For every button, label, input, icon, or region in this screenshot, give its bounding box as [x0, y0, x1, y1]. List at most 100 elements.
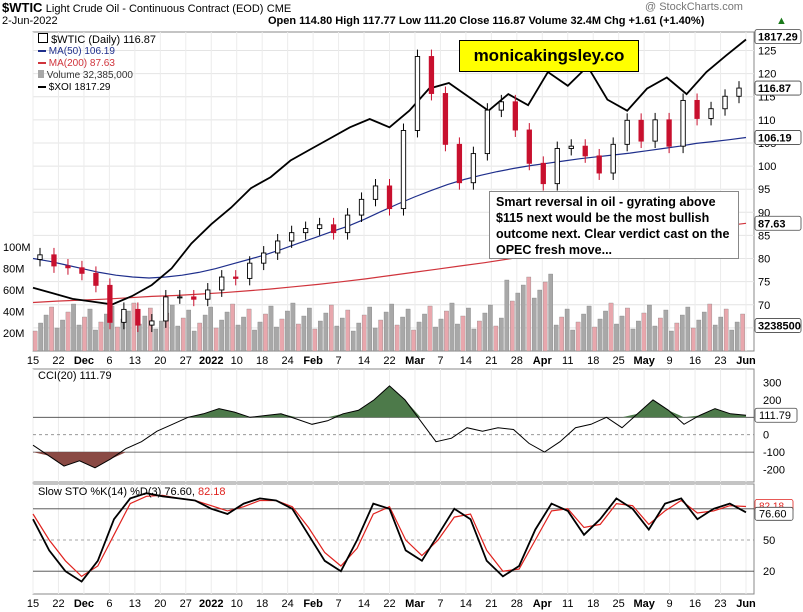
legend-volume-label: Volume 32,385,000	[46, 70, 133, 81]
volume-bar	[586, 305, 592, 352]
legend-xoi-swatch	[38, 86, 46, 89]
candle-body	[400, 130, 407, 210]
candle-body	[386, 185, 393, 210]
x-tick-label: 6	[106, 355, 112, 367]
symbol: $WTIC	[2, 0, 43, 15]
candle-body	[344, 214, 351, 234]
sto-k-tag-label: 76.60	[759, 508, 787, 520]
x-tick-label: 28	[511, 355, 523, 367]
candle-body	[554, 148, 560, 185]
candle-body	[694, 99, 700, 119]
volume-bar	[71, 303, 76, 352]
volume-bar	[444, 310, 449, 352]
sto-label: Slow STO %K(14) %D(3) 76.60, 82.18	[38, 486, 226, 498]
price-tag-box	[754, 80, 802, 96]
candle-body	[135, 308, 141, 326]
price-tick-label: 75	[758, 277, 770, 289]
x-tick-label: 22	[52, 355, 64, 367]
legend-main-swatch	[38, 33, 48, 43]
volume-bar	[197, 322, 202, 352]
candle-body	[149, 320, 155, 326]
volume-bar	[180, 317, 186, 352]
volume-bar	[120, 318, 126, 352]
volume-bar	[98, 321, 104, 352]
x-tick-label: 11	[562, 598, 573, 610]
volume-bar	[575, 321, 581, 352]
price-tag-label: 1817.29	[758, 32, 798, 44]
volume-bar	[416, 321, 422, 352]
volume-bar	[405, 308, 411, 352]
sto-series	[32, 492, 754, 583]
x-tick-label: 2022	[199, 355, 223, 367]
volume-bar	[49, 306, 54, 352]
x-tick-label: May	[633, 598, 655, 610]
price-tick-label: 125	[758, 45, 776, 57]
x-tick-label: Apr	[533, 598, 553, 610]
volume-bar	[219, 319, 224, 352]
candle-body	[680, 99, 686, 147]
x-tick-label: 22	[383, 355, 395, 367]
volume-bar	[356, 322, 362, 352]
price-tag-box	[754, 215, 802, 231]
price-tick-label: 100	[758, 161, 776, 173]
volume-bar	[460, 315, 466, 352]
x-tick-label: 25	[613, 598, 625, 610]
volume-bar	[674, 322, 680, 352]
legend-volume: Volume 32,385,000	[38, 70, 133, 81]
price-tick-label: 80	[758, 254, 770, 266]
volume-bar	[87, 308, 93, 352]
cci-tick-label: -100	[763, 447, 785, 459]
price-tick-label: 70	[758, 300, 770, 312]
x-tick-label: 7	[336, 598, 342, 610]
x-axis-labels-lower: 15 22 Dec 6 13 20 27 2022 10 18 24 Feb 7 14 22 Mar 7 14 21…	[27, 598, 756, 610]
cci-tick-label: 0	[763, 430, 769, 442]
price-candles	[37, 49, 742, 333]
volume-bar	[76, 324, 82, 352]
volume-bar	[263, 313, 268, 352]
volume-bar	[691, 327, 696, 352]
volume-bar	[394, 324, 400, 352]
x-tick-label: 24	[282, 355, 294, 367]
volume-bar	[126, 310, 131, 352]
volume-bar	[433, 326, 438, 352]
candle-body	[261, 252, 267, 264]
volume-tick-label: 40M	[3, 307, 24, 319]
x-tick-label: 27	[180, 598, 192, 610]
volume-bar	[570, 329, 575, 352]
volume-bar	[482, 312, 488, 352]
candle-body	[428, 56, 435, 94]
volume-bar	[383, 311, 389, 352]
x-tick-label: 20	[154, 355, 166, 367]
cci-panel	[32, 368, 755, 483]
legend-ma200-swatch	[38, 62, 46, 65]
volume-bar	[723, 308, 729, 352]
x-tick-label: 7	[336, 355, 342, 367]
candle-body	[456, 143, 463, 184]
volume-bar	[312, 328, 318, 352]
volume-bar	[158, 320, 164, 352]
candle-body	[722, 95, 728, 110]
brand-label: monicakingsley.co	[459, 40, 639, 72]
volume-bar	[734, 321, 740, 352]
volume-bar	[153, 328, 159, 352]
price-tag-box	[754, 318, 802, 333]
legend-main-label: $WTIC (Daily) 116.87	[51, 34, 156, 46]
volume-bar	[504, 279, 510, 352]
volume-bar	[438, 318, 444, 352]
up-arrow-icon: ▲	[776, 15, 787, 27]
volume-bar	[658, 317, 663, 352]
volume-bar	[361, 314, 367, 352]
x-tick-label: Apr	[533, 355, 553, 367]
volume-bar	[38, 322, 43, 352]
volume-bar	[488, 304, 493, 352]
exchange: CME	[266, 3, 292, 15]
volume-bar	[680, 314, 685, 352]
x-tick-label: 21	[485, 598, 497, 610]
candle-body	[205, 289, 211, 300]
x-tick-label: 21	[485, 355, 497, 367]
x-tick-label: Feb	[303, 355, 323, 367]
candle-body	[51, 254, 57, 267]
x-tick-label: 22	[383, 598, 395, 610]
price-tick-label: 120	[758, 69, 776, 81]
